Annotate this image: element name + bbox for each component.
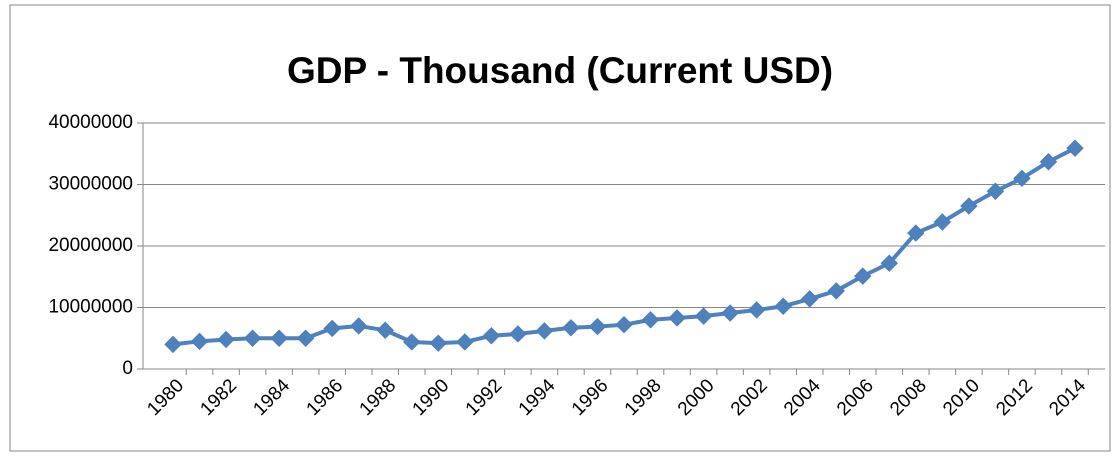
marker [1039, 153, 1058, 171]
marker [509, 325, 527, 343]
marker [403, 333, 421, 351]
marker [641, 311, 660, 329]
marker [721, 304, 739, 322]
marker [482, 327, 501, 345]
marker [296, 329, 315, 347]
y-tick-label: 0 [122, 358, 133, 379]
y-tick-label: 20000000 [48, 235, 133, 256]
marker [243, 329, 262, 347]
marker [615, 316, 633, 334]
marker [1013, 169, 1031, 188]
marker [880, 254, 899, 272]
marker [323, 319, 341, 338]
marker [747, 301, 766, 319]
y-tick-label: 30000000 [48, 174, 133, 195]
y-tick-label: 10000000 [48, 297, 133, 318]
marker [694, 307, 713, 325]
marker [535, 322, 554, 340]
marker [960, 197, 978, 215]
chart-title: GDP - Thousand (Current USD) [287, 50, 833, 91]
marker [376, 321, 394, 339]
marker [456, 333, 474, 351]
marker [854, 267, 872, 285]
marker [164, 335, 182, 354]
marker [349, 317, 368, 335]
marker [429, 334, 448, 352]
marker [668, 309, 686, 327]
marker [774, 297, 792, 315]
marker [800, 290, 819, 308]
y-tick-label: 40000000 [48, 112, 133, 133]
marker [907, 224, 925, 242]
marker [986, 182, 1005, 200]
marker [827, 282, 845, 300]
marker [562, 319, 580, 337]
marker [1066, 139, 1084, 157]
marker [933, 213, 952, 231]
marker [217, 330, 235, 349]
marker [588, 317, 607, 336]
marker [270, 329, 288, 347]
marker [190, 332, 209, 351]
